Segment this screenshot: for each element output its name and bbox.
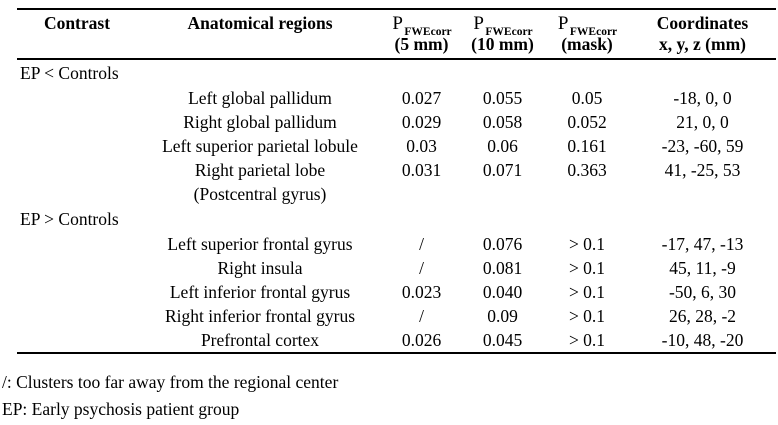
cell-p5mm: 0.03 <box>406 136 437 156</box>
pmask-unit-label: (mask) <box>561 34 613 54</box>
cell-coordinates: -17, 47, -13 <box>661 234 744 254</box>
section-row-ep-lt-controls: EP < Controls <box>17 59 776 86</box>
p-symbol: P <box>473 13 485 34</box>
coordinates-unit-label: x, y, z (mm) <box>659 34 746 54</box>
cell-region: Left inferior frontal gyrus <box>169 282 351 302</box>
p5mm-unit-label: (5 mm) <box>394 34 449 54</box>
table-row: Left superior frontal gyrus / 0.076 > 0.… <box>17 232 776 256</box>
cell-contrast <box>17 280 137 304</box>
col-header-p5mm: PFWEcorr (5 mm) <box>383 9 460 60</box>
cell-p5mm: / <box>419 258 424 278</box>
cell-p5mm: 0.029 <box>401 112 442 132</box>
header-regions-label: Anatomical regions <box>187 13 333 33</box>
cell-coordinates: 45, 11, -9 <box>669 258 736 278</box>
cell-region: Right inferior frontal gyrus <box>164 306 356 326</box>
p-symbol: P <box>392 13 404 34</box>
col-header-regions: Anatomical regions <box>137 9 383 60</box>
cell-pmask: 0.052 <box>567 112 607 132</box>
cell-p5mm: 0.023 <box>401 282 442 302</box>
p-subscript: FWEcorr <box>569 25 618 38</box>
cell-pmask: > 0.1 <box>568 258 606 278</box>
col-header-pmask: PFWEcorr (mask) <box>545 9 629 60</box>
section-label: EP < Controls <box>20 63 119 83</box>
col-header-p10mm: PFWEcorr (10 mm) <box>460 9 545 60</box>
header-row: Contrast Anatomical regions PFWEcorr (5 … <box>17 9 776 60</box>
cell-p5mm: / <box>419 306 424 326</box>
table-row: Left superior parietal lobule 0.03 0.06 … <box>17 134 776 158</box>
cell-pmask: > 0.1 <box>568 330 606 350</box>
cell-contrast <box>17 232 137 256</box>
cell-pmask: > 0.1 <box>568 306 606 326</box>
cell-region: Left superior frontal gyrus <box>167 234 353 254</box>
cell-p10mm: 0.081 <box>482 258 523 278</box>
p10mm-unit-label: (10 mm) <box>471 34 534 54</box>
table-row: Left global pallidum 0.027 0.055 0.05 -1… <box>17 86 776 110</box>
cell-coordinates: 41, -25, 53 <box>664 160 741 180</box>
cell-region: Right insula <box>217 258 303 278</box>
table-row: Prefrontal cortex 0.026 0.045 > 0.1 -10,… <box>17 328 776 353</box>
cell-coordinates: 26, 28, -2 <box>668 306 737 326</box>
cell-coordinates: 21, 0, 0 <box>676 112 729 132</box>
cell-p10mm: 0.071 <box>482 160 523 180</box>
footnote-ep: EP: Early psychosis patient group <box>2 399 240 419</box>
cell-pmask: > 0.1 <box>568 234 606 254</box>
table-footnotes: /: Clusters too far away from the region… <box>2 369 338 423</box>
section-row-ep-gt-controls: EP > Controls <box>17 206 776 232</box>
cell-contrast <box>17 158 137 206</box>
cell-contrast <box>17 86 137 110</box>
table-body: EP < Controls Left global pallidum 0.027… <box>17 59 776 353</box>
section-label: EP > Controls <box>20 209 119 229</box>
col-header-coordinates: Coordinates x, y, z (mm) <box>629 9 776 60</box>
cell-pmask: > 0.1 <box>568 282 606 302</box>
cell-p10mm: 0.06 <box>487 136 518 156</box>
table-row: Left inferior frontal gyrus 0.023 0.040 … <box>17 280 776 304</box>
cell-region: Left superior parietal lobule <box>162 136 358 156</box>
cell-p5mm: 0.031 <box>401 160 442 180</box>
table-row: Right parietal lobe (Postcentral gyrus) … <box>17 158 776 206</box>
results-table: Contrast Anatomical regions PFWEcorr (5 … <box>17 8 776 354</box>
cell-contrast <box>17 110 137 134</box>
cell-p10mm: 0.076 <box>482 234 523 254</box>
cell-p10mm: 0.09 <box>487 306 518 326</box>
cell-pmask: 0.363 <box>567 160 607 180</box>
cell-p10mm: 0.040 <box>482 282 523 302</box>
coordinates-label: Coordinates <box>656 13 749 33</box>
cell-contrast <box>17 328 137 353</box>
cell-pmask: 0.161 <box>567 136 607 156</box>
cell-p10mm: 0.055 <box>482 88 523 108</box>
cell-region: Right global pallidum <box>183 112 337 132</box>
cell-contrast <box>17 256 137 280</box>
table-header: Contrast Anatomical regions PFWEcorr (5 … <box>17 9 776 60</box>
cell-coordinates: -23, -60, 59 <box>661 136 744 156</box>
table-row: Right global pallidum 0.029 0.058 0.052 … <box>17 110 776 134</box>
cell-coordinates: -18, 0, 0 <box>673 88 732 108</box>
cell-coordinates: -10, 48, -20 <box>661 330 744 350</box>
cell-p10mm: 0.045 <box>482 330 523 350</box>
region-line-1: Right parietal lobe <box>194 160 326 180</box>
p-subscript: FWEcorr <box>404 25 452 38</box>
cell-region: Right parietal lobe (Postcentral gyrus) <box>137 158 383 206</box>
cell-contrast <box>17 304 137 328</box>
cell-p5mm: 0.027 <box>401 88 442 108</box>
col-header-contrast: Contrast <box>17 9 137 60</box>
p-symbol: P <box>557 13 569 34</box>
cell-p10mm: 0.058 <box>482 112 523 132</box>
cell-coordinates: -50, 6, 30 <box>668 282 737 302</box>
p-subscript: FWEcorr <box>485 25 533 38</box>
cell-contrast <box>17 134 137 158</box>
cell-p5mm: 0.026 <box>401 330 442 350</box>
region-line-2: (Postcentral gyrus) <box>193 184 327 204</box>
cell-p5mm: / <box>419 234 424 254</box>
table-row: Right inferior frontal gyrus / 0.09 > 0.… <box>17 304 776 328</box>
cell-region: Left global pallidum <box>188 88 332 108</box>
cell-region: Prefrontal cortex <box>200 330 320 350</box>
header-contrast-label: Contrast <box>43 13 111 33</box>
footnote-slash: /: Clusters too far away from the region… <box>2 372 339 392</box>
cell-pmask: 0.05 <box>571 88 603 108</box>
table-row: Right insula / 0.081 > 0.1 45, 11, -9 <box>17 256 776 280</box>
